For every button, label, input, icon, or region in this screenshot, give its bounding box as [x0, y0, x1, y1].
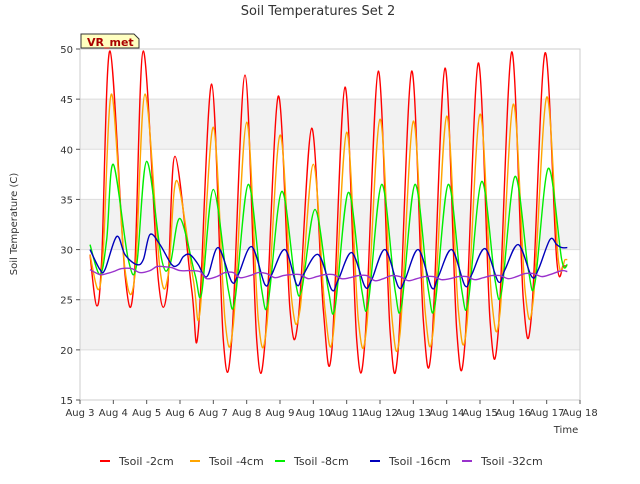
- x-axis-label: Time: [553, 425, 578, 436]
- y-tick-label: 25: [60, 296, 73, 307]
- plot-frame: [79, 48, 581, 401]
- legend-label: Tsoil -4cm: [208, 455, 264, 468]
- alternating-bands: [80, 99, 580, 350]
- x-axis-ticks: Aug 3 Aug 4 Aug 5 Aug 6 Aug 7 Aug 8 Aug 9 Aug 1…: [65, 400, 598, 419]
- x-tick-label: Aug 17: [529, 408, 564, 419]
- y-axis-ticks: 15 20 25 30 35 40 45 50: [60, 45, 80, 407]
- x-tick-label: Aug 3: [65, 408, 94, 419]
- y-tick-label: 40: [60, 145, 73, 156]
- legend-label: Tsoil -32cm: [480, 455, 543, 468]
- y-tick-label: 15: [60, 396, 73, 407]
- band: [80, 199, 580, 250]
- series-line-tsoil-32cm: [89, 265, 568, 282]
- legend: Tsoil -2cm Tsoil -4cm Tsoil -8cm Tsoil -16c…: [100, 455, 543, 468]
- series-line-tsoil-16cm: [89, 233, 568, 292]
- y-tick-label: 35: [60, 195, 73, 206]
- x-tick-label: Aug 10: [296, 408, 331, 419]
- legend-label: Tsoil -2cm: [118, 455, 174, 468]
- x-tick-label: Aug 16: [496, 408, 531, 419]
- legend-label: Tsoil -8cm: [293, 455, 349, 468]
- y-tick-label: 45: [60, 95, 73, 106]
- series-line-tsoil-8cm: [89, 160, 568, 315]
- legend-label: Tsoil -16cm: [388, 455, 451, 468]
- station-label-shape: [80, 33, 140, 49]
- series-layer: [89, 50, 568, 375]
- x-tick-label: Aug 13: [396, 408, 431, 419]
- x-tick-label: Aug 9: [265, 408, 294, 419]
- x-tick-label: Aug 6: [165, 408, 194, 419]
- x-tick-label: Aug 18: [562, 408, 597, 419]
- x-tick-label: Aug 15: [462, 408, 497, 419]
- x-tick-label: Aug 12: [362, 408, 397, 419]
- x-tick-label: Aug 14: [429, 408, 464, 419]
- band: [80, 299, 580, 350]
- x-tick-label: Aug 4: [99, 408, 128, 419]
- y-tick-label: 30: [60, 246, 73, 257]
- x-tick-label: Aug 7: [199, 408, 228, 419]
- station-label-box: VR_met: [80, 33, 140, 49]
- y-axis-label: Soil Temperature (C): [9, 173, 20, 276]
- x-tick-label: Aug 11: [329, 408, 364, 419]
- y-tick-label: 50: [60, 45, 73, 56]
- x-tick-label: Aug 8: [232, 408, 261, 419]
- band: [80, 99, 580, 150]
- y-tick-label: 20: [60, 346, 73, 357]
- station-label: VR_met: [87, 36, 134, 49]
- x-tick-label: Aug 5: [132, 408, 161, 419]
- chart-title: Soil Temperatures Set 2: [241, 4, 396, 19]
